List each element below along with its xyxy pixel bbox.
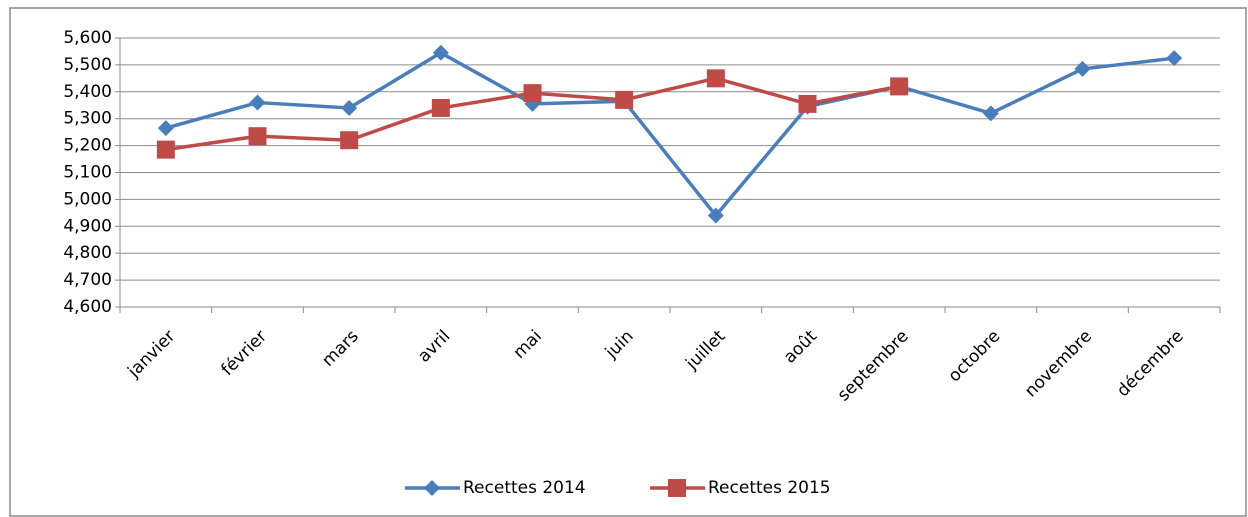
marker xyxy=(424,480,440,496)
marker xyxy=(706,69,725,88)
series-line xyxy=(165,51,1175,218)
legend-label: Recettes 2015 xyxy=(708,478,831,498)
chart-border xyxy=(9,7,1247,517)
y-tick-label: 4,800 xyxy=(63,243,112,263)
marker xyxy=(523,84,542,103)
y-tick-label: 4,900 xyxy=(63,216,112,236)
y-tick-label: 4,600 xyxy=(63,297,112,317)
marker xyxy=(432,44,449,61)
marker xyxy=(341,99,358,116)
marker xyxy=(1074,60,1091,77)
legend-label: Recettes 2014 xyxy=(463,478,586,498)
marker xyxy=(157,120,174,137)
marker xyxy=(982,105,999,122)
marker xyxy=(156,140,175,159)
marker xyxy=(1166,50,1183,67)
y-tick-label: 4,700 xyxy=(63,270,112,290)
y-tick-label: 5,400 xyxy=(63,82,112,102)
y-tick-label: 5,100 xyxy=(63,163,112,183)
marker xyxy=(668,479,686,497)
y-tick-label: 5,500 xyxy=(63,55,112,75)
y-tick-label: 5,200 xyxy=(63,136,112,156)
y-tick-label: 5,300 xyxy=(63,109,112,129)
marker xyxy=(249,94,266,111)
marker xyxy=(248,127,267,146)
marker xyxy=(798,94,817,113)
y-tick-label: 5,000 xyxy=(63,189,112,209)
marker xyxy=(615,90,634,109)
y-tick-label: 5,600 xyxy=(63,28,112,48)
series xyxy=(156,69,909,159)
marker xyxy=(340,131,359,150)
marker xyxy=(707,207,724,224)
marker xyxy=(890,77,909,96)
marker xyxy=(431,98,450,117)
